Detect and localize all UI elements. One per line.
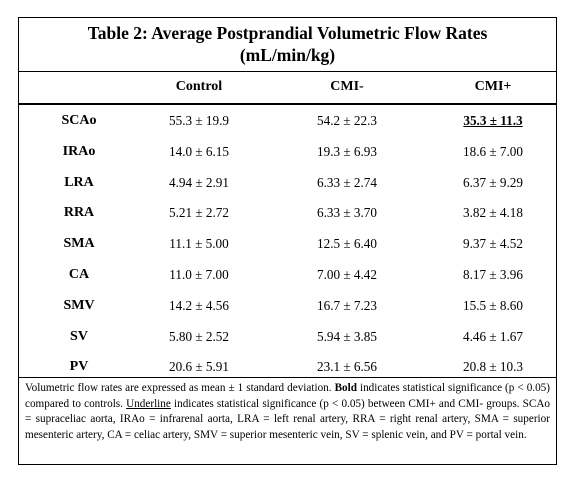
table-row: LRA 4.94 ± 2.91 6.33 ± 2.74 6.37 ± 9.29 — [19, 168, 556, 197]
table-row: SMA 11.1 ± 5.00 12.5 ± 6.40 9.37 ± 4.52 — [19, 229, 556, 258]
footnote-underline-word: Underline — [126, 397, 171, 410]
cell-cmi-plus: 8.17 ± 3.96 — [463, 267, 523, 282]
cell-control: 5.80 ± 2.52 — [169, 328, 229, 344]
header-divider — [19, 103, 556, 105]
row-label: PV — [69, 359, 89, 375]
cell-cmi-minus: 5.94 ± 3.85 — [317, 328, 377, 344]
cell-cmi-minus: 6.33 ± 2.74 — [317, 174, 377, 190]
table-row: SV 5.80 ± 2.52 5.94 ± 3.85 4.46 ± 1.67 — [19, 322, 556, 351]
cell-cmi-plus: 15.5 ± 8.60 — [463, 297, 523, 313]
footnote-text-2: indicates statistical significance (p < … — [25, 382, 550, 410]
footnote-text-3: indicates statistical significance (p < … — [25, 397, 550, 441]
cell-cmi-plus: 6.37 ± 9.29 — [463, 174, 523, 190]
footnote-divider — [19, 377, 556, 378]
cell-cmi-plus: 4.46 ± 1.67 — [463, 328, 523, 344]
row-label: SMV — [63, 297, 95, 313]
header-cmi-minus: CMI- — [330, 79, 364, 94]
cell-control: 5.21 ± 2.72 — [169, 205, 229, 221]
footnote-bold-word: Bold — [334, 382, 357, 394]
row-label: LRA — [64, 174, 94, 190]
title-line-1: Table 2: Average Postprandial Volumetric… — [87, 23, 488, 43]
cell-control: 20.6 ± 5.91 — [169, 359, 229, 375]
table-row: RRA 5.21 ± 2.72 6.33 ± 3.70 3.82 ± 4.18 — [19, 198, 556, 227]
cell-control: 14.2 ± 4.56 — [169, 297, 229, 313]
cell-cmi-plus: 3.82 ± 4.18 — [463, 205, 523, 221]
cell-control: 11.1 ± 5.00 — [169, 236, 229, 252]
table-title: Table 2: Average Postprandial Volumetric… — [19, 22, 556, 66]
title-line-2: (mL/min/kg) — [239, 45, 336, 65]
cell-control: 14.0 ± 6.15 — [169, 143, 229, 159]
cell-control: 4.94 ± 2.91 — [169, 174, 229, 190]
table-row: CA 11.0 ± 7.00 7.00 ± 4.42 8.17 ± 3.96 — [19, 260, 556, 289]
cell-control: 55.3 ± 19.9 — [169, 113, 229, 128]
cell-cmi-minus: 7.00 ± 4.42 — [317, 267, 377, 282]
row-label: SV — [70, 328, 88, 344]
table-row: SCAo 55.3 ± 19.9 54.2 ± 22.3 35.3 ± 11.3 — [19, 106, 556, 135]
cell-cmi-minus: 54.2 ± 22.3 — [317, 113, 377, 128]
header-control: Control — [175, 79, 223, 94]
table-footnote: Volumetric flow rates are expressed as m… — [25, 381, 550, 443]
table-row: PV 20.6 ± 5.91 23.1 ± 6.56 20.8 ± 10.3 — [19, 352, 556, 381]
row-label: CA — [68, 267, 90, 282]
footnote-text-1: Volumetric flow rates are expressed as m… — [25, 382, 335, 394]
row-label: SCAo — [61, 113, 97, 128]
title-divider — [19, 71, 556, 72]
table-row: IRAo 14.0 ± 6.15 19.3 ± 6.93 18.6 ± 7.00 — [19, 137, 556, 166]
cell-cmi-plus: 18.6 ± 7.00 — [463, 143, 523, 159]
cell-cmi-minus: 12.5 ± 6.40 — [317, 236, 377, 252]
header-cmi-plus: CMI+ — [474, 79, 512, 94]
cell-cmi-minus: 16.7 ± 7.23 — [317, 297, 377, 313]
table-row: SMV 14.2 ± 4.56 16.7 ± 7.23 15.5 ± 8.60 — [19, 291, 556, 320]
row-label: RRA — [63, 205, 95, 221]
cell-cmi-plus: 35.3 ± 11.3 — [463, 113, 523, 128]
cell-control: 11.0 ± 7.00 — [169, 267, 229, 282]
cell-cmi-plus: 20.8 ± 10.3 — [463, 359, 523, 375]
cell-cmi-minus: 19.3 ± 6.93 — [317, 143, 377, 159]
cell-cmi-minus: 23.1 ± 6.56 — [317, 359, 377, 375]
cell-cmi-plus: 9.37 ± 4.52 — [463, 236, 523, 252]
table-frame: Table 2: Average Postprandial Volumetric… — [18, 17, 557, 465]
cell-cmi-minus: 6.33 ± 3.70 — [317, 205, 377, 221]
row-label: SMA — [63, 236, 95, 252]
row-label: IRAo — [62, 143, 96, 159]
